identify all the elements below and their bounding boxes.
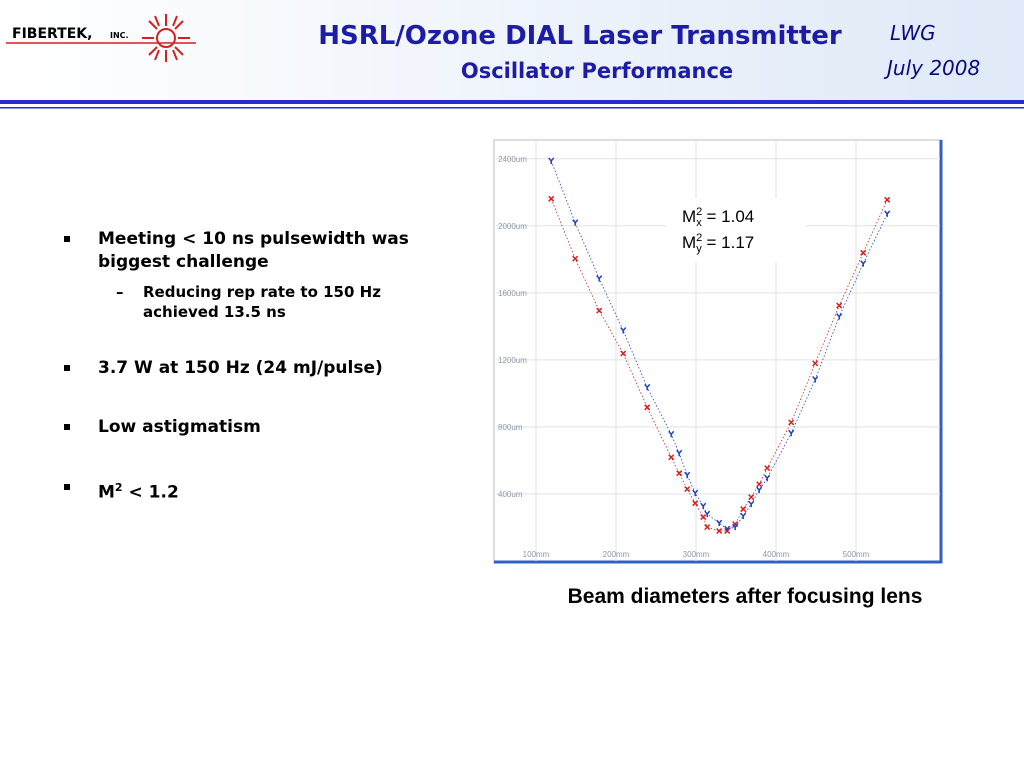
subscript: y (696, 243, 702, 255)
sub-bullet: Reducing rep rate to 150 Hz achieved 13.… (116, 282, 443, 322)
x-tick-label: 300mm (683, 550, 710, 559)
y-tick-label: 2000um (498, 222, 527, 231)
fit-line (550, 160, 888, 530)
text: = 1.17 (702, 233, 754, 252)
text: M (682, 233, 696, 252)
point (572, 219, 579, 226)
point (704, 510, 711, 518)
y-tick-label: 1200um (498, 356, 527, 365)
subscript: x (696, 217, 702, 229)
x-tick-label: 400mm (763, 550, 790, 559)
point (644, 404, 651, 411)
point (740, 506, 747, 513)
bullet: Meeting < 10 ns pulsewidth was biggest c… (64, 228, 438, 274)
point (596, 275, 603, 282)
bullet: 3.7 W at 150 Hz (24 mJ/pulse) (64, 357, 458, 380)
point (884, 196, 891, 203)
y-tick-label: 2400um (498, 155, 527, 164)
y-tick-label: 1600um (498, 289, 527, 298)
point (756, 481, 763, 488)
x-tick-label: 200mm (603, 550, 630, 559)
point (676, 449, 683, 457)
point (716, 519, 723, 527)
point (748, 500, 755, 508)
point (668, 454, 675, 461)
header-rule (0, 100, 1024, 104)
y-tick-label: 800um (498, 423, 523, 432)
superscript: 2 (696, 232, 702, 244)
x-tick-label: 100mm (523, 550, 550, 559)
point (676, 470, 683, 477)
point (692, 489, 699, 497)
logo-suffix: INC. (110, 31, 129, 40)
point (812, 376, 819, 383)
annotation: M2 y = 1.17 (682, 232, 754, 255)
text: M (682, 207, 696, 226)
point (596, 307, 603, 314)
point (884, 210, 891, 217)
point (740, 512, 747, 520)
header-rule-thin (0, 107, 1024, 109)
annotation-box (666, 198, 806, 262)
logo-text: FIBERTEK, (12, 26, 92, 42)
point (548, 157, 555, 164)
point (836, 302, 843, 309)
point (668, 430, 675, 438)
point (756, 486, 763, 494)
point (684, 486, 691, 493)
point (860, 249, 867, 256)
point (700, 502, 707, 510)
point (548, 195, 555, 202)
bullet: Low astigmatism (64, 416, 438, 439)
bullet: M2 < 1.2 (64, 476, 438, 505)
point (572, 255, 579, 262)
point (716, 527, 723, 535)
subtitle: Oscillator Performance (461, 59, 733, 83)
point (684, 471, 691, 479)
point (764, 465, 771, 472)
caption: Beam diameters after focusing lens (568, 585, 923, 608)
fit-line (550, 198, 888, 532)
annotation: M2 x = 1.04 (682, 206, 754, 229)
text: = 1.04 (702, 207, 754, 226)
point (704, 524, 711, 531)
author: LWG (890, 21, 936, 45)
date: July 2008 (883, 56, 980, 80)
point (724, 525, 731, 533)
point (860, 260, 867, 267)
point (692, 500, 699, 507)
point (620, 327, 627, 334)
text: M (98, 482, 115, 503)
superscript: 2 (696, 206, 702, 218)
point (644, 383, 651, 391)
y-tick-label: 400um (498, 490, 523, 499)
point (620, 350, 627, 357)
text: < 1.2 (122, 482, 179, 503)
header-band (0, 0, 1024, 100)
logo-sun (142, 14, 190, 62)
plot: 100mm 200mm 300mm 400mm 500mm 400um 800um 1200u… (496, 142, 940, 561)
x-tick-label: 500mm (843, 550, 870, 559)
point (812, 360, 819, 367)
point (700, 514, 707, 521)
point (764, 474, 771, 482)
point (748, 494, 755, 501)
point (732, 523, 739, 531)
point (788, 429, 795, 437)
superscript: 2 (114, 481, 123, 494)
point (836, 313, 843, 320)
title: HSRL/Ozone DIAL Laser Transmitter (318, 21, 842, 51)
point (788, 419, 795, 426)
